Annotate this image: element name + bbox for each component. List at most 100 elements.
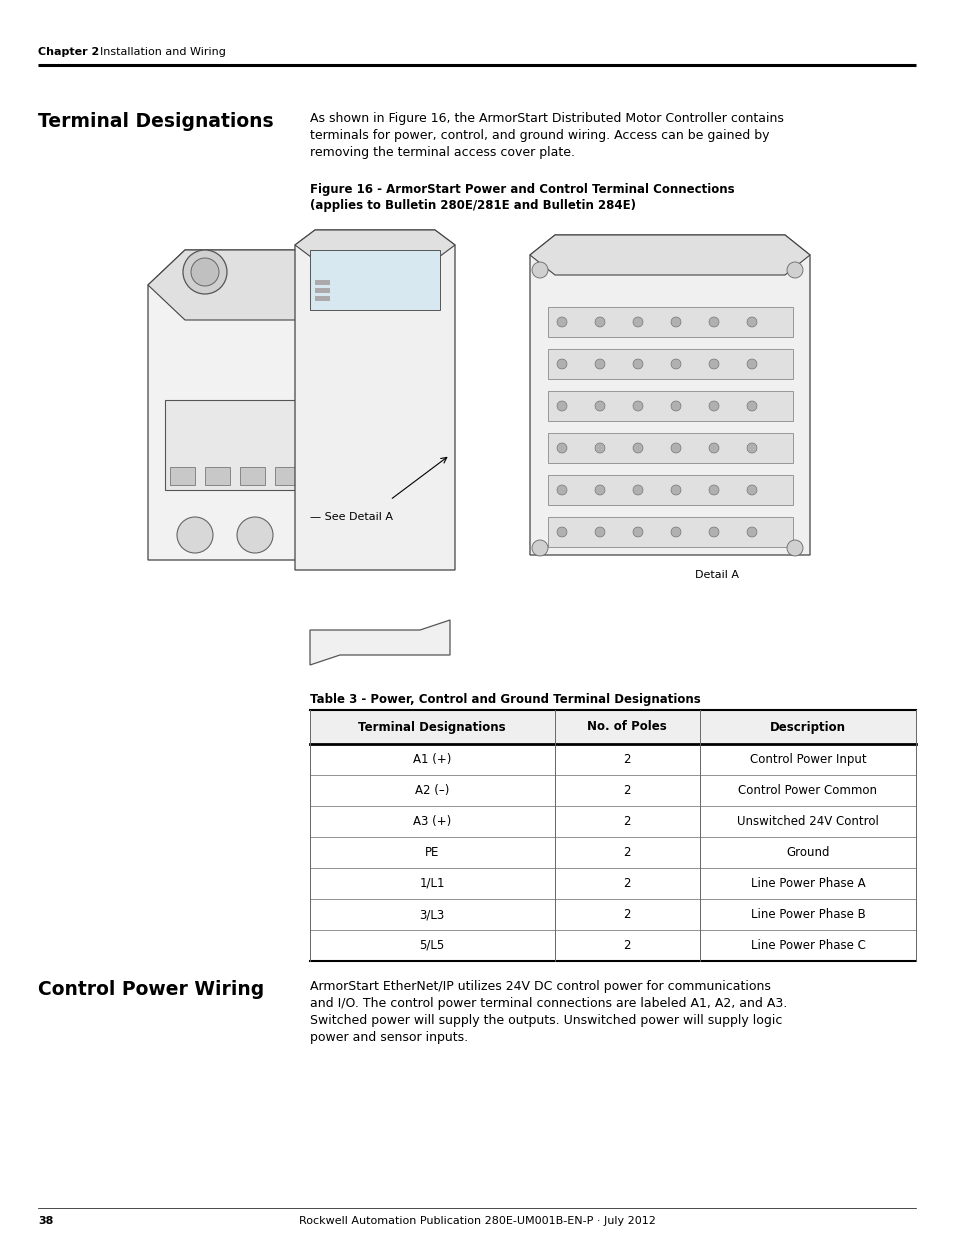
Circle shape (191, 258, 219, 287)
Circle shape (633, 527, 642, 537)
Text: 2: 2 (622, 784, 630, 797)
Circle shape (670, 527, 680, 537)
Circle shape (595, 317, 604, 327)
Circle shape (670, 485, 680, 495)
Bar (310, 249, 439, 310)
Text: Control Power Common: Control Power Common (738, 784, 877, 797)
Bar (314, 288, 330, 293)
Bar (170, 467, 194, 485)
Circle shape (633, 359, 642, 369)
Circle shape (633, 401, 642, 411)
Text: Control Power Input: Control Power Input (749, 753, 865, 766)
Text: Detail A: Detail A (695, 571, 739, 580)
Bar (314, 280, 330, 285)
Text: 38: 38 (38, 1216, 53, 1226)
Text: 5/L5: 5/L5 (419, 939, 444, 952)
Circle shape (595, 485, 604, 495)
Polygon shape (294, 230, 455, 261)
Text: Installation and Wiring: Installation and Wiring (100, 47, 226, 57)
Circle shape (183, 249, 227, 294)
Bar (205, 467, 230, 485)
Text: 2: 2 (622, 908, 630, 921)
Polygon shape (294, 230, 455, 571)
Bar (38, 225, 915, 659)
Polygon shape (310, 620, 450, 664)
Circle shape (595, 401, 604, 411)
Polygon shape (530, 235, 809, 275)
Circle shape (708, 359, 719, 369)
Circle shape (557, 401, 566, 411)
Text: A2 (–): A2 (–) (415, 784, 449, 797)
Circle shape (746, 359, 757, 369)
Bar (310, 710, 915, 743)
Text: Line Power Phase A: Line Power Phase A (750, 877, 864, 890)
Bar (314, 296, 330, 301)
Circle shape (557, 359, 566, 369)
Text: Unswitched 24V Control: Unswitched 24V Control (737, 815, 878, 827)
Text: 2: 2 (622, 877, 630, 890)
Circle shape (708, 443, 719, 453)
Circle shape (708, 527, 719, 537)
Circle shape (595, 359, 604, 369)
Bar (547, 475, 792, 505)
Bar (547, 350, 792, 379)
Text: Chapter 2: Chapter 2 (38, 47, 99, 57)
Circle shape (670, 317, 680, 327)
Circle shape (786, 540, 802, 556)
Circle shape (557, 527, 566, 537)
Circle shape (670, 401, 680, 411)
Circle shape (746, 401, 757, 411)
Text: PE: PE (424, 846, 438, 860)
Text: removing the terminal access cover plate.: removing the terminal access cover plate… (310, 146, 575, 159)
Circle shape (670, 359, 680, 369)
Circle shape (595, 527, 604, 537)
Text: Control Power Wiring: Control Power Wiring (38, 981, 264, 999)
Circle shape (236, 517, 273, 553)
Bar (547, 391, 792, 421)
Circle shape (532, 262, 547, 278)
Circle shape (708, 317, 719, 327)
Circle shape (708, 485, 719, 495)
Text: As shown in Figure 16, the ArmorStart Distributed Motor Controller contains: As shown in Figure 16, the ArmorStart Di… (310, 112, 783, 125)
Text: 3/L3: 3/L3 (419, 908, 444, 921)
Polygon shape (148, 249, 370, 559)
Text: ArmorStart EtherNet/IP utilizes 24V DC control power for communications: ArmorStart EtherNet/IP utilizes 24V DC c… (310, 981, 770, 993)
Text: terminals for power, control, and ground wiring. Access can be gained by: terminals for power, control, and ground… (310, 128, 769, 142)
Circle shape (557, 317, 566, 327)
Circle shape (633, 443, 642, 453)
Circle shape (746, 443, 757, 453)
Circle shape (708, 401, 719, 411)
Text: 2: 2 (622, 815, 630, 827)
Circle shape (595, 443, 604, 453)
Bar (165, 400, 319, 490)
Text: power and sensor inputs.: power and sensor inputs. (310, 1031, 468, 1044)
Text: 1/L1: 1/L1 (418, 877, 444, 890)
Text: No. of Poles: No. of Poles (586, 720, 666, 734)
Text: 2: 2 (622, 753, 630, 766)
Text: (applies to Bulletin 280E/281E and Bulletin 284E): (applies to Bulletin 280E/281E and Bulle… (310, 199, 636, 212)
Circle shape (177, 517, 213, 553)
Circle shape (557, 443, 566, 453)
Text: Terminal Designations: Terminal Designations (38, 112, 274, 131)
Text: Figure 16 - ArmorStart Power and Control Terminal Connections: Figure 16 - ArmorStart Power and Control… (310, 183, 734, 196)
Polygon shape (530, 235, 809, 555)
Text: — See Detail A: — See Detail A (310, 513, 393, 522)
Circle shape (557, 485, 566, 495)
Bar (547, 517, 792, 547)
Circle shape (670, 443, 680, 453)
Circle shape (532, 540, 547, 556)
Text: Description: Description (769, 720, 845, 734)
Text: Line Power Phase B: Line Power Phase B (750, 908, 864, 921)
Text: Table 3 - Power, Control and Ground Terminal Designations: Table 3 - Power, Control and Ground Term… (310, 693, 700, 706)
Bar (240, 467, 265, 485)
Text: Ground: Ground (785, 846, 829, 860)
Text: and I/O. The control power terminal connections are labeled A1, A2, and A3.: and I/O. The control power terminal conn… (310, 997, 786, 1010)
Text: Rockwell Automation Publication 280E-UM001B-EN-P · July 2012: Rockwell Automation Publication 280E-UM0… (298, 1216, 655, 1226)
Polygon shape (148, 249, 370, 320)
Text: Terminal Designations: Terminal Designations (357, 720, 505, 734)
Circle shape (633, 485, 642, 495)
Bar (547, 308, 792, 337)
Circle shape (746, 317, 757, 327)
Text: Line Power Phase C: Line Power Phase C (750, 939, 864, 952)
Text: 2: 2 (622, 939, 630, 952)
